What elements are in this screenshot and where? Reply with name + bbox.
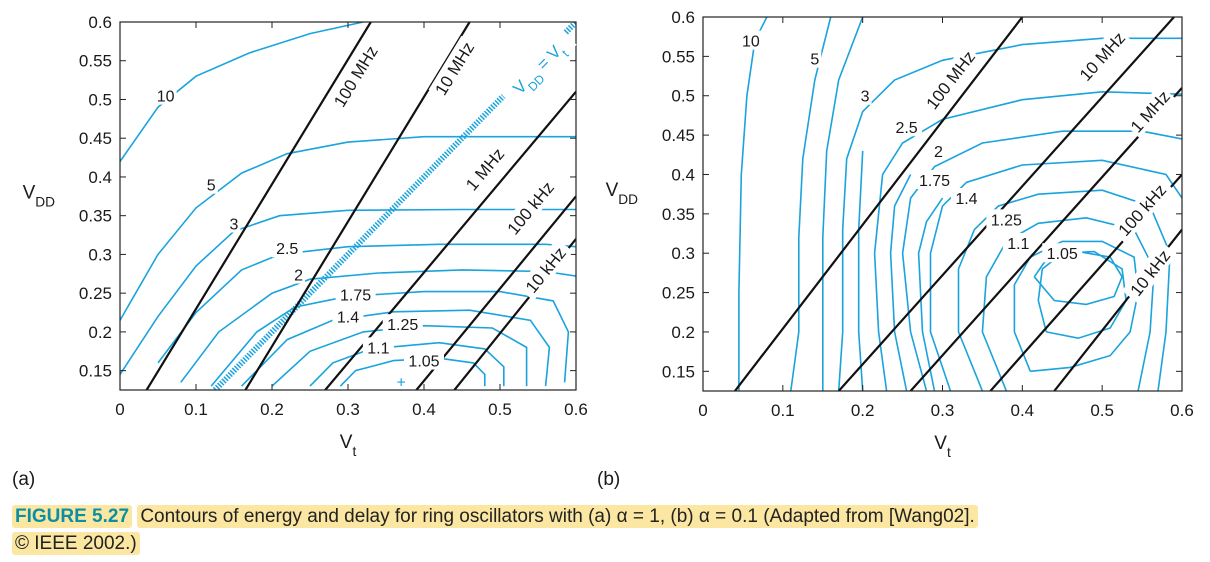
freq-line-label: 1 MHz [1127,87,1174,136]
energy-contour-label: 1.1 [367,340,389,357]
energy-contour-extra-11 [889,174,912,391]
chart-panel-a: +0 0.1 0.2 0.3 0.4 0.5 0.6 0.15 0.2 0.25 0.3 0.35 0.… [12,13,588,490]
energy-contour-5 [790,17,832,391]
x-tick-label: 0 [698,401,707,420]
energy-contour-label: 1.75 [340,288,371,305]
y-tick-label: 0.2 [88,323,112,342]
y-tick-label: 0.3 [671,244,695,263]
y-tick-label: 0.25 [662,284,695,303]
energy-contour-2 [901,130,1182,391]
energy-contour-label: 1.4 [955,191,977,208]
y-tick-label: 0.55 [662,47,695,66]
x-tick-label: 0.2 [851,401,875,420]
energy-contour-10 [120,22,364,162]
energy-contour-extra-10 [917,197,944,391]
freq-line-label: 10 kHz [1127,247,1175,300]
x-tick-label: 0.3 [931,401,955,420]
y-tick-label: 0.35 [662,205,695,224]
chart-panel-b: 0 0.1 0.2 0.3 0.4 0.5 0.6 0.15 0.2 0.25 0.3 0.35 0.4… [597,8,1194,490]
x-tick-label: 0.1 [184,400,208,419]
energy-contour-1_25 [271,324,528,387]
x-tick-label: 0.4 [1011,401,1035,420]
caption-text-line1: Contours of energy and delay for ring os… [137,505,978,528]
x-tick-label: 0.2 [260,400,284,419]
energy-contour-label: 1.05 [408,354,439,371]
x-tick-label: 0.3 [336,400,360,419]
y-tick-label: 0.45 [79,129,112,148]
y-tick-label: 0.6 [671,8,695,27]
y-tick-label: 0.5 [88,90,112,109]
energy-contour-1_1 [309,341,505,387]
energy-contour-label: 2.5 [276,241,298,258]
freq-line-100-mhz [734,17,1024,391]
marker: + [397,374,406,391]
x-axis-label: Vt [340,432,357,459]
energy-contour-3 [837,37,1182,391]
energy-contour-label: 2 [934,144,943,161]
y-tick-label: 0.2 [671,323,695,342]
energy-contour-5 [120,135,576,321]
energy-contour-extra-13 [822,17,864,391]
boundary-label: VDD = Vt [509,39,571,102]
energy-contour-1_4 [241,309,551,387]
y-tick-label: 0.45 [662,126,695,145]
x-tick-label: 0.5 [488,400,512,419]
energy-contour-2_5 [157,243,576,364]
energy-contour-label: 1.25 [991,212,1022,229]
y-tick-label: 0.15 [662,362,695,381]
y-tick-label: 0.3 [88,245,112,264]
energy-contour-label: 10 [157,89,175,106]
y-axis-label: VDD [23,182,56,209]
panel-label: (a) [12,469,35,490]
energy-contour-1_75 [210,290,570,387]
energy-contour-label: 5 [810,52,819,69]
caption-text-line2: © IEEE 2002.) [12,532,140,555]
figure-caption: FIGURE 5.27 Contours of energy and delay… [12,503,1202,557]
y-tick-label: 0.4 [88,168,112,187]
energy-contour-label: 1.75 [919,173,950,190]
energy-contour-label: 1.4 [337,309,359,326]
freq-line-label: 100 MHz [923,48,980,114]
freq-line-label: 100 kHz [1115,181,1171,240]
y-tick-label: 0.5 [671,87,695,106]
energy-contour-extra-14 [1037,250,1127,340]
x-tick-label: 0 [115,400,124,419]
panel-label: (b) [597,469,620,490]
energy-contour-label: 2 [294,268,303,285]
x-tick-label: 0.4 [412,400,436,419]
x-tick-label: 0.6 [564,400,588,419]
y-tick-label: 0.55 [79,52,112,71]
y-tick-label: 0.4 [671,165,695,184]
energy-contour-extra-12 [857,150,864,391]
freq-line-1-mhz [909,87,1182,391]
x-axis-label: Vt [934,433,951,460]
energy-contour-label: 10 [742,34,760,51]
y-tick-label: 0.15 [79,362,112,381]
y-tick-label: 0.6 [88,13,112,32]
energy-contour-1_1 [1013,240,1139,373]
y-axis-label: VDD [606,180,639,207]
energy-contour-label: 3 [230,216,239,233]
x-tick-label: 0.5 [1090,401,1114,420]
energy-contour-2_5 [873,90,1182,391]
y-tick-label: 0.35 [79,207,112,226]
energy-contour-10 [738,17,768,391]
energy-contour-label: 2.5 [895,120,917,137]
energy-contour-1_75 [929,159,1182,391]
energy-contour-3 [120,208,576,375]
figure-canvas: +0 0.1 0.2 0.3 0.4 0.5 0.60.150.20.250.30.350.… [12,8,1194,490]
freq-line-10-mhz [837,17,1175,391]
y-tick-label: 0.25 [79,284,112,303]
freq-line-10-mhz [244,22,471,390]
x-tick-label: 0.1 [771,401,795,420]
energy-contour-1_4 [957,189,1171,391]
x-tick-label: 0.6 [1170,401,1194,420]
energy-contour-label: 1.25 [387,317,418,334]
energy-contour-label: 3 [861,89,870,106]
freq-line-100-mhz [145,22,372,390]
energy-contour-label: 1.1 [1007,236,1029,253]
energy-contour-label: 1.05 [1047,246,1078,263]
energy-contour-label: 5 [207,178,216,195]
caption-figure-number: FIGURE 5.27 [12,505,133,528]
